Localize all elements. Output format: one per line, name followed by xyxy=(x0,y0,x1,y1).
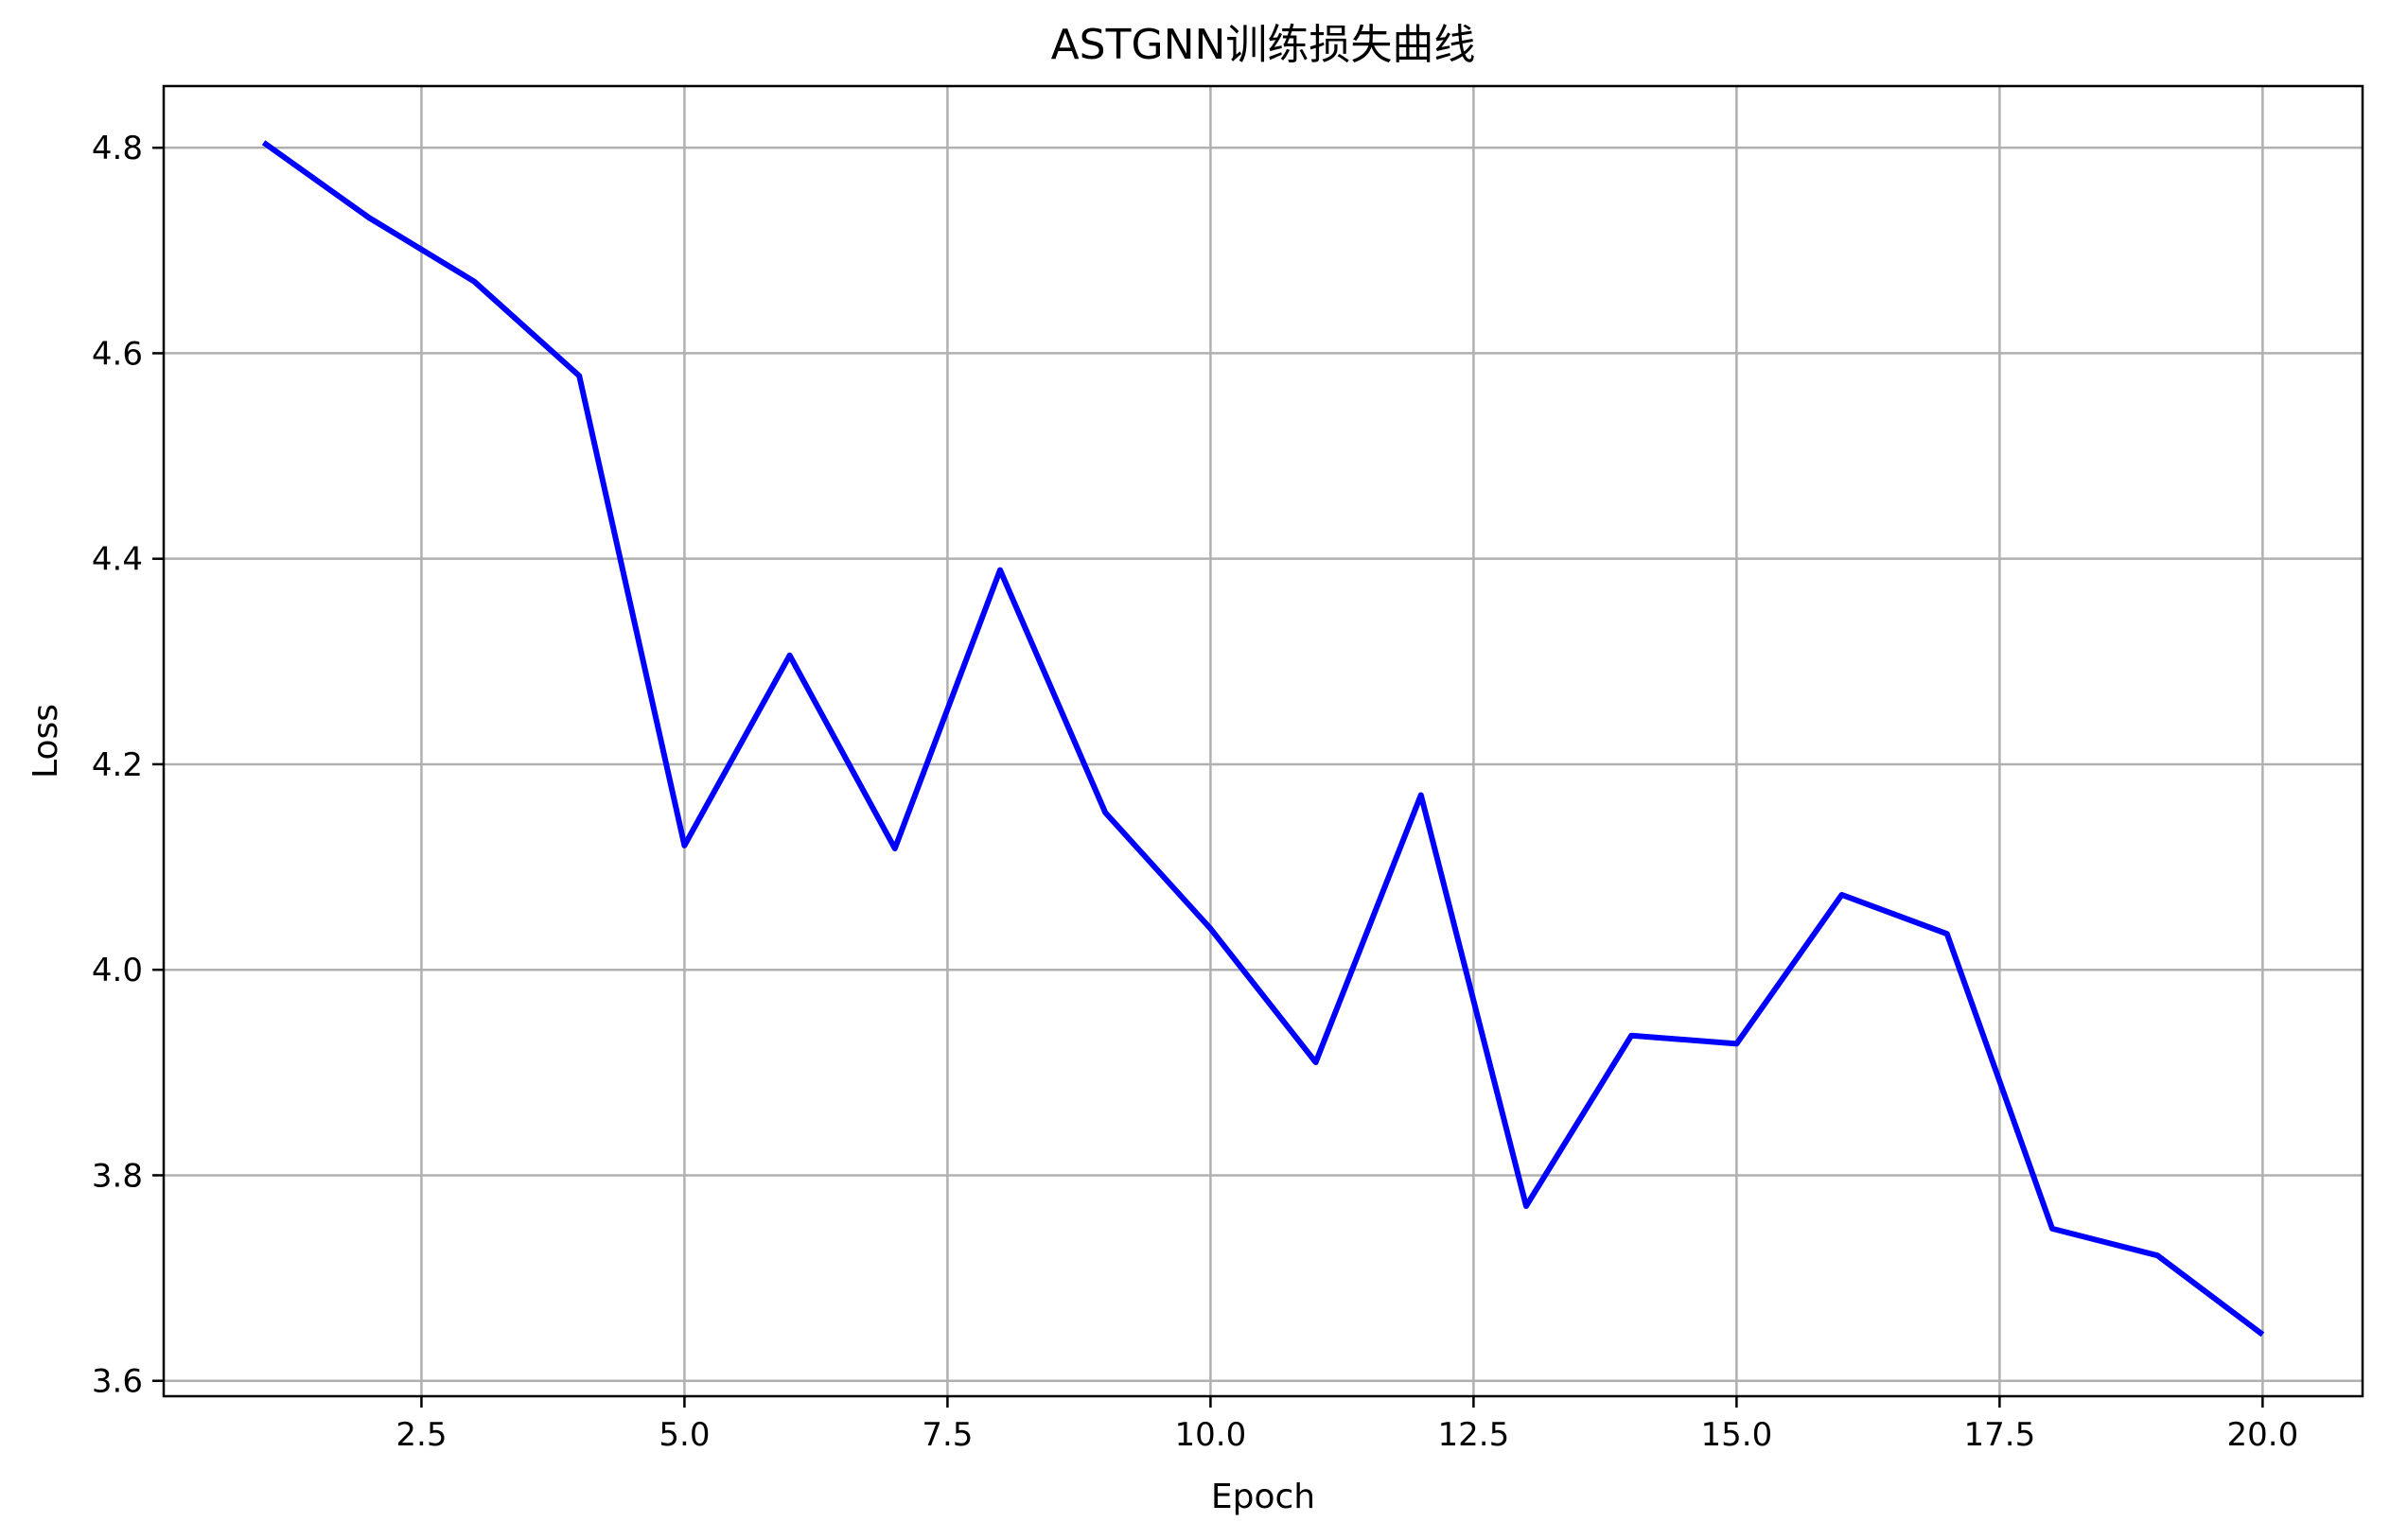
y-tick-label: 4.6 xyxy=(92,335,143,373)
series-layer xyxy=(261,140,2265,1338)
x-axis-label: Epoch xyxy=(1211,1478,1315,1516)
chart-title: ASTGNN训练损失曲线 xyxy=(1051,21,1476,69)
y-tick-label: 3.8 xyxy=(92,1157,143,1195)
y-axis-label: Loss xyxy=(26,704,65,779)
x-tick-label: 20.0 xyxy=(2227,1416,2299,1454)
y-tick-label: 4.4 xyxy=(92,541,143,579)
x-tick-label: 12.5 xyxy=(1438,1416,1510,1454)
x-tick-label: 5.0 xyxy=(659,1416,710,1454)
x-tick-label: 7.5 xyxy=(922,1416,973,1454)
y-tick-label: 4.0 xyxy=(92,952,143,989)
x-tick-label: 15.0 xyxy=(1701,1416,1773,1454)
plot-frame xyxy=(162,84,2364,1398)
y-tick-label: 4.8 xyxy=(92,130,143,167)
x-tick-label: 10.0 xyxy=(1175,1416,1247,1454)
x-tick-label: 2.5 xyxy=(395,1416,447,1454)
y-tick-label: 3.6 xyxy=(92,1363,143,1401)
ticks: 2.5 5.0 7.5 10.0 12.5 15.0 17.5 20.0 3.6 3.8 4.0 4.… xyxy=(92,130,2298,1454)
grid xyxy=(164,86,2363,1396)
x-tick-label: 17.5 xyxy=(1964,1416,2036,1454)
y-tick-label: 4.2 xyxy=(92,746,143,784)
loss-series-line xyxy=(261,140,2265,1338)
